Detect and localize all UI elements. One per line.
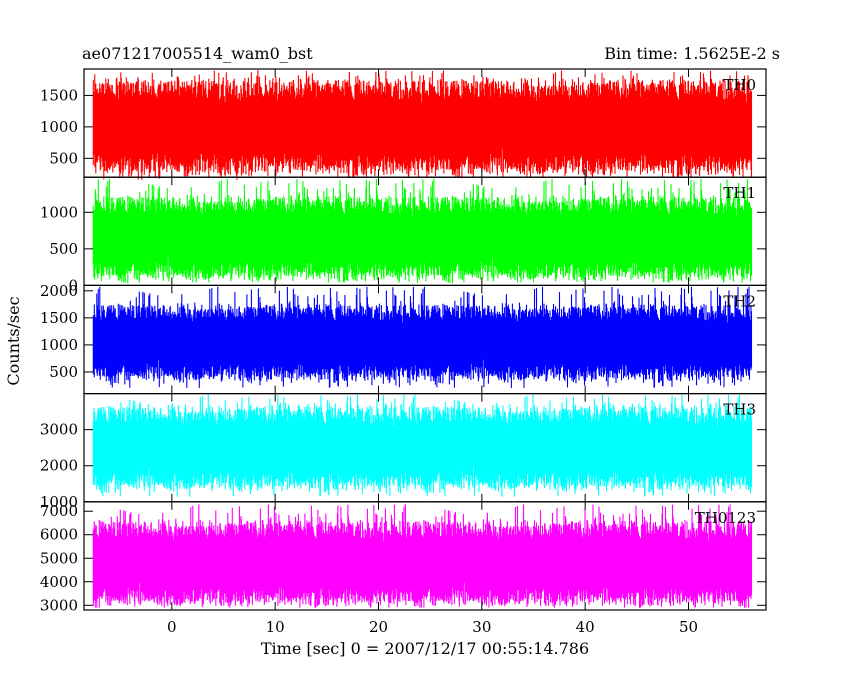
x-tick-label: 20 [369,618,388,636]
y-tick-label: 1000 [40,336,78,354]
x-tick-label: 40 [576,618,595,636]
y-tick-label: 1500 [40,86,78,104]
panel-th3: 1000 2000 3000 TH3 [40,393,767,511]
panel-th0: 500 1000 1500 TH0 [40,68,767,180]
series-th2-trace [92,286,753,388]
y-tick-label: 1500 [40,309,78,327]
y-tick-label: 2000 [40,457,78,475]
y-tick-label: 1000 [40,118,78,136]
x-tick-label: 10 [266,618,285,636]
series-th0123-trace [92,504,753,608]
y-tick-label: 0 [68,276,78,294]
bin-time-label: Bin time: 1.5625E-2 s [604,44,780,63]
series-th3-trace [92,394,753,497]
panel-label: TH0123 [695,509,756,527]
panel-th2: 500 1000 1500 2000 TH2 [40,282,767,395]
y-tick-label: 500 [49,240,78,258]
x-tick-label: 30 [472,618,491,636]
y-tick-label: 7000 [40,502,78,520]
x-axis: 0 10 20 30 40 50 [167,618,698,636]
panel-label: TH0 [723,76,756,94]
panel-label: TH3 [723,401,756,419]
panel-th0123: 3000 4000 5000 6000 7000 TH0123 [40,501,767,614]
x-axis-label: Time [sec] 0 = 2007/12/17 00:55:14.786 [261,639,589,658]
series-th1-trace [92,178,753,284]
panel-label: TH2 [723,292,756,310]
panel-frame [83,501,767,611]
y-tick-label: 6000 [40,526,78,544]
y-tick-label: 5000 [40,549,78,567]
panels-group: 500 1000 1500 TH0 0 500 1000 TH1 500 1000 1500 2000… [40,68,767,614]
y-axis-label: Counts/sec [4,296,23,385]
y-tick-label: 500 [49,363,78,381]
series-th0-trace [92,70,753,180]
x-tick-label: 50 [679,618,698,636]
y-tick-label: 1000 [40,203,78,221]
y-tick-label: 1000 [40,493,78,511]
y-tick-label: 4000 [40,573,78,591]
y-tick-label: 2000 [40,282,78,300]
x-tick-label: 0 [167,618,177,636]
y-tick-label: 3000 [40,596,78,614]
panel-label: TH1 [723,184,756,202]
panel-th1: 0 500 1000 TH1 [40,176,767,294]
y-tick-label: 3000 [40,421,78,439]
y-tick-label: 500 [49,149,78,167]
chart-title: ae071217005514_wam0_bst [82,44,313,63]
